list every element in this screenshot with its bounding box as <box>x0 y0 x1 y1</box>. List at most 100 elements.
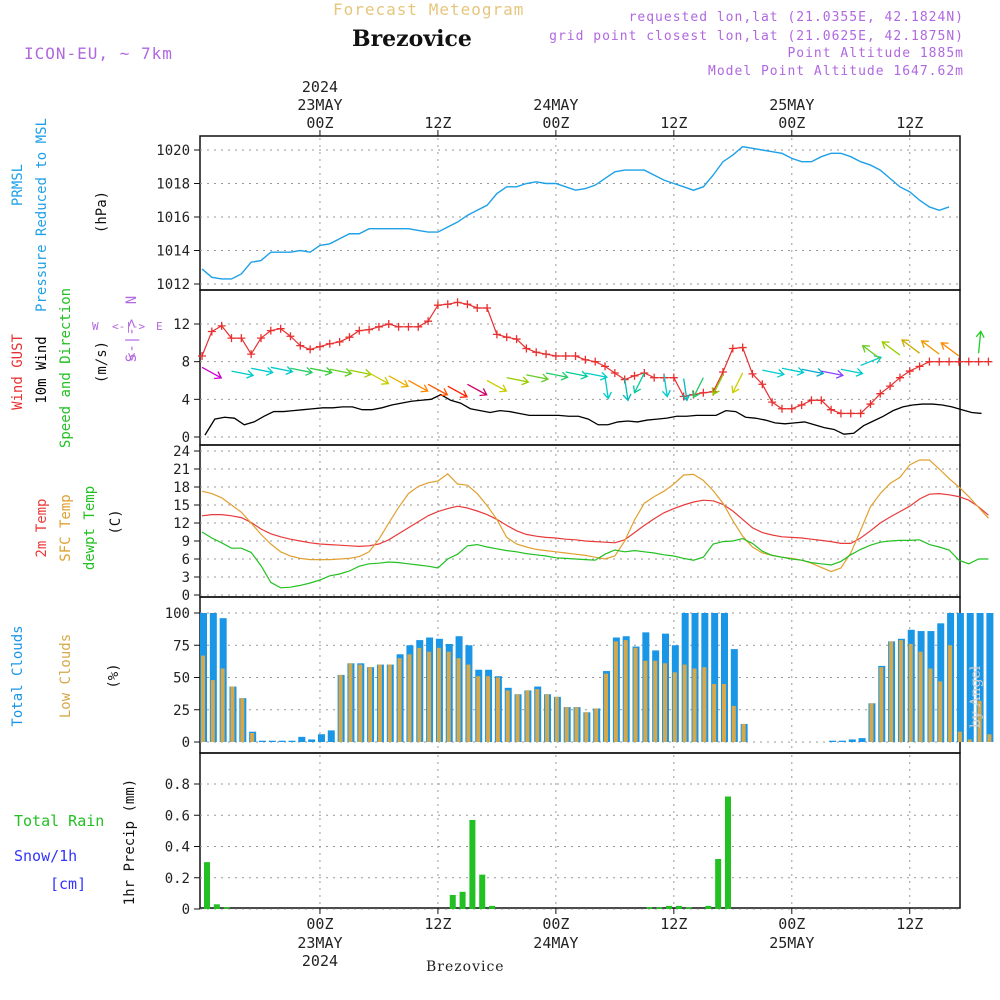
time-label-bottom: 00Z <box>306 915 333 933</box>
gust-marker <box>443 300 452 309</box>
wind-direction-arrow <box>290 367 314 376</box>
total-cloud-bar <box>317 734 325 742</box>
gust-marker <box>247 350 256 359</box>
low-cloud-bar <box>869 703 874 742</box>
gust-marker <box>856 409 865 418</box>
date-label-bottom: 25MAY <box>769 934 814 952</box>
sfc-temp-label: SFC Temp <box>58 494 74 561</box>
pressure-tick-label: 1016 <box>156 210 190 226</box>
total-cloud-bar <box>258 740 266 742</box>
time-label-top: 12Z <box>424 114 451 132</box>
clouds-unit: (%) <box>106 663 122 688</box>
low-cloud-bar <box>957 731 962 742</box>
rain-bar <box>449 894 456 909</box>
low-cloud-bar <box>889 641 894 742</box>
gust-marker <box>502 333 511 342</box>
precip-tick-label: 0.8 <box>165 777 190 793</box>
model-altitude: Model Point Altitude 1647.62m <box>708 64 964 79</box>
gust-marker <box>394 322 403 331</box>
gust-marker <box>974 357 983 366</box>
low-cloud-bar <box>702 667 707 742</box>
gust-marker <box>650 373 659 382</box>
model-label: ICON-EU, ~ 7km <box>24 44 173 63</box>
wind-speed-direction-label: Speed and Direction <box>58 288 74 448</box>
rain-bar <box>479 874 486 909</box>
rain-bar <box>223 907 230 909</box>
low-cloud-bar <box>476 676 481 742</box>
gust-marker <box>374 322 383 331</box>
gust-marker <box>827 405 836 414</box>
rain-bar <box>685 907 692 909</box>
gust-marker <box>768 398 777 407</box>
gust-marker <box>198 352 206 361</box>
gust-marker <box>964 357 973 366</box>
rain-bar <box>656 907 663 909</box>
gust-marker <box>601 362 610 371</box>
total-cloud-bar <box>327 730 335 742</box>
low-cloud-bar <box>741 723 746 742</box>
wind10m-line <box>204 393 982 436</box>
temp-tick-label: 6 <box>182 552 190 568</box>
temp2m-line <box>201 492 989 548</box>
gust-marker <box>886 382 895 391</box>
wind-direction-arrow <box>231 369 255 379</box>
gust-marker <box>945 357 954 366</box>
prmsl-label: PRMSL <box>10 164 26 206</box>
low-cloud-bar <box>574 707 579 742</box>
requested-location: requested lon,lat (21.0355E, 42.1824N) <box>628 10 964 25</box>
wind-direction-arrow <box>691 377 704 399</box>
gridpoint-location: grid point closest lon,lat (21.0625E, 42… <box>549 29 964 44</box>
low-cloud-bar <box>348 663 353 742</box>
wind-frame <box>199 289 961 446</box>
gust-marker <box>797 400 806 409</box>
wind10m-label: 10m Wind <box>34 336 50 403</box>
total-cloud-bar <box>308 739 316 742</box>
gust-marker <box>807 396 816 405</box>
compass-arrow-h: <-|-> <box>112 320 145 333</box>
rain-bar <box>204 862 210 909</box>
rain-bar <box>469 819 476 909</box>
wind-direction-arrow <box>526 373 550 383</box>
gust-marker <box>876 389 885 398</box>
precip-tick-label: 0.2 <box>165 871 190 887</box>
wind-direction-arrow <box>310 367 333 376</box>
gust-marker <box>266 326 275 335</box>
low-cloud-bar <box>564 707 569 742</box>
low-cloud-bar <box>427 651 432 742</box>
low-cloud-bar <box>515 694 520 742</box>
low-cloud-bar <box>417 647 422 742</box>
low-cloud-bar <box>721 683 726 742</box>
compass-arrow-v: <-|-> <box>124 319 140 361</box>
low-cloud-bar <box>712 683 717 742</box>
wind-direction-arrow <box>821 369 845 379</box>
compass-n: N <box>124 296 140 304</box>
pressure-unit: (hPa) <box>94 191 110 233</box>
time-label-top: 00Z <box>306 114 333 132</box>
low-cloud-bar <box>495 677 500 742</box>
time-label-bottom: 00Z <box>542 915 569 933</box>
wind-tick-label: 8 <box>182 355 190 371</box>
total-cloud-bar <box>298 736 306 742</box>
gust-marker <box>492 330 501 339</box>
low-cloud-bar <box>446 651 451 742</box>
temp-tick-label: 21 <box>173 462 190 478</box>
gust-label: Wind GUST <box>10 334 26 410</box>
pressure-msl-label: Pressure Reduced to MSL <box>34 118 50 312</box>
gust-marker <box>237 334 246 343</box>
compass-w: W <box>92 320 99 333</box>
low-cloud-bar <box>682 664 687 742</box>
precip-frame <box>199 752 961 909</box>
low-cloud-bar <box>613 641 618 742</box>
low-cloud-bar <box>987 734 992 742</box>
total-cloud-bar <box>858 738 866 742</box>
pressure-frame <box>199 135 961 291</box>
wind-direction-arrow <box>545 371 569 381</box>
gust-marker <box>954 357 963 366</box>
low-cloud-bar <box>938 681 943 742</box>
author-credit: by Angel <box>968 665 984 728</box>
rain-bar <box>646 907 653 909</box>
temp-tick-label: 0 <box>182 588 190 604</box>
time-label-top: 12Z <box>896 114 923 132</box>
gust-marker <box>561 352 570 361</box>
gust-marker <box>905 367 914 376</box>
